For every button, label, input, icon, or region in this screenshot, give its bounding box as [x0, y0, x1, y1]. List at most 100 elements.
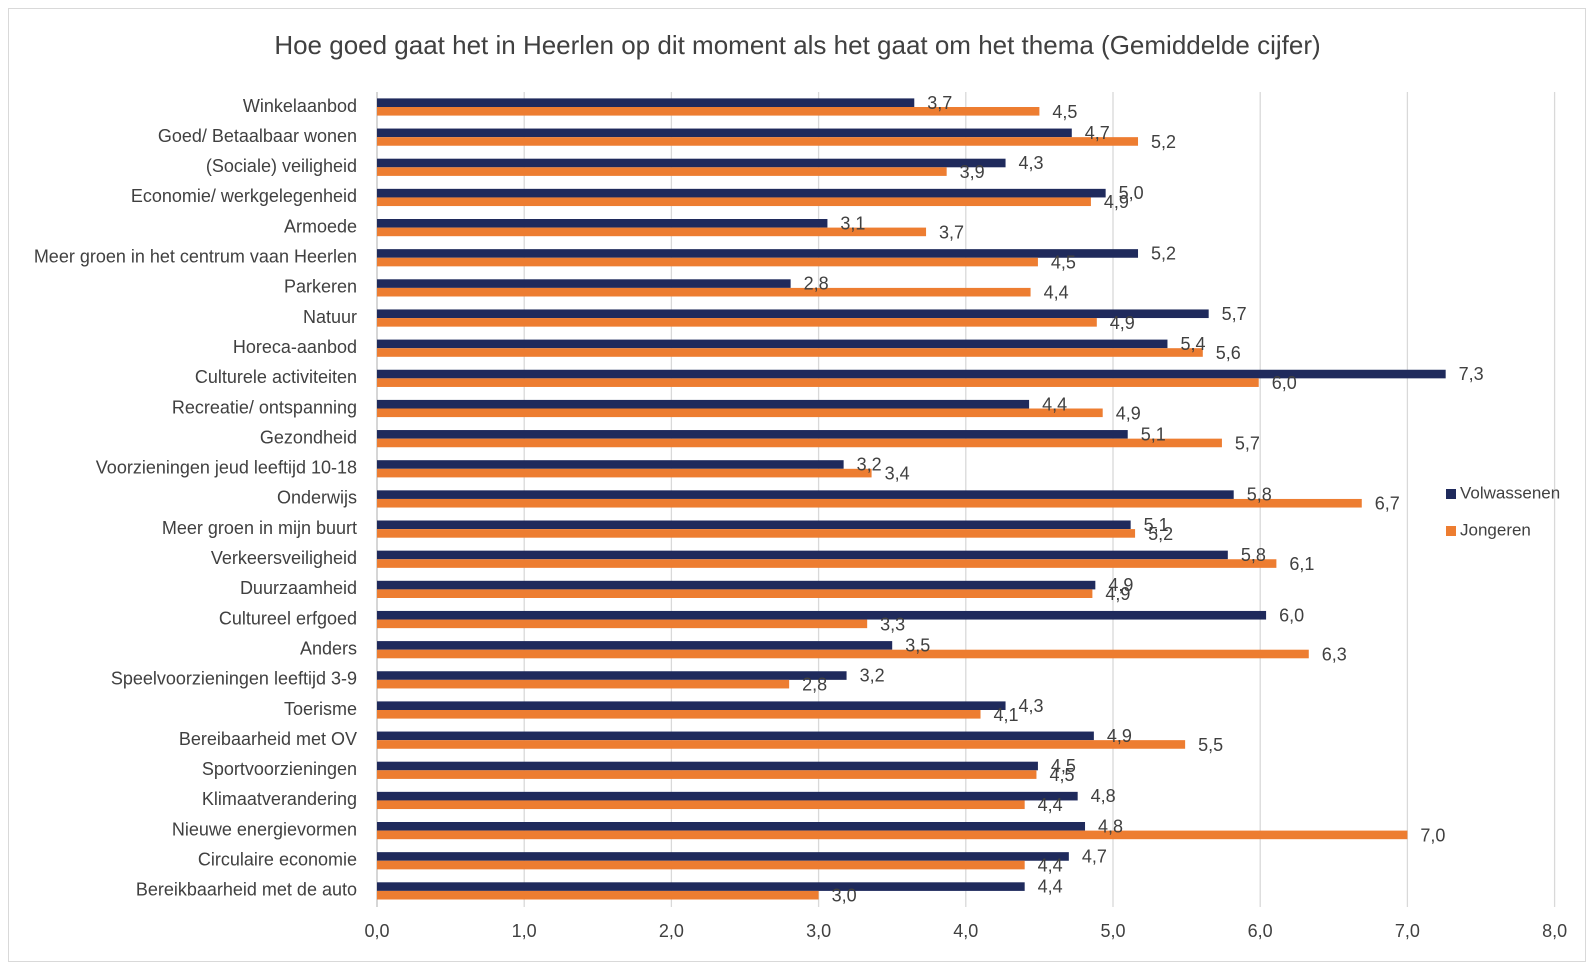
bar-jongeren — [377, 890, 819, 900]
bar-jongeren — [377, 197, 1091, 207]
bar-volwassenen — [377, 791, 1078, 801]
data-label-jongeren: 3,9 — [960, 162, 985, 182]
bar-jongeren — [377, 679, 790, 689]
data-label-jongeren: 4,4 — [1038, 856, 1063, 876]
data-label-jongeren: 6,0 — [1272, 373, 1297, 393]
bar-jongeren — [377, 649, 1309, 659]
data-label-volwassenen: 2,8 — [804, 274, 829, 294]
chart-title: Hoe goed gaat het in Heerlen op dit mome… — [274, 30, 1321, 60]
x-tick-label: 4,0 — [953, 921, 978, 941]
category-label: Horeca-aanbod — [233, 337, 357, 357]
bar-jongeren — [377, 107, 1040, 116]
data-label-volwassenen: 4,8 — [1091, 786, 1116, 806]
data-label-jongeren: 4,5 — [1051, 253, 1076, 273]
data-label-volwassenen: 5,7 — [1222, 304, 1247, 324]
data-label-jongeren: 4,4 — [1038, 795, 1063, 815]
bar-volwassenen — [377, 550, 1228, 560]
x-tick-label: 0,0 — [364, 921, 389, 941]
data-label-jongeren: 4,1 — [994, 705, 1019, 725]
category-label: Goed/ Betaalbaar wonen — [158, 126, 357, 146]
bar-volwassenen — [377, 882, 1025, 891]
bar-jongeren — [377, 167, 947, 176]
bar-jongeren — [377, 740, 1186, 749]
category-label: Meer groen in mijn buurt — [162, 518, 357, 538]
category-label: Bereibaarheid met OV — [179, 729, 357, 749]
data-label-volwassenen: 5,1 — [1144, 515, 1169, 535]
bar-volwassenen — [377, 249, 1139, 258]
bar-jongeren — [377, 348, 1203, 357]
data-label-volwassenen: 6,0 — [1279, 605, 1304, 625]
data-label-volwassenen: 3,5 — [905, 635, 930, 655]
data-label-volwassenen: 4,7 — [1085, 123, 1110, 143]
category-label: Duurzaamheid — [240, 578, 357, 598]
category-label: Sportvoorzieningen — [202, 759, 357, 779]
category-label: (Sociale) veiligheid — [206, 156, 357, 176]
bar-volwassenen — [377, 701, 1006, 710]
x-tick-label: 7,0 — [1395, 921, 1420, 941]
data-label-jongeren: 4,5 — [1049, 765, 1074, 785]
data-label-volwassenen: 5,4 — [1180, 334, 1205, 354]
data-label-jongeren: 6,1 — [1289, 554, 1314, 574]
data-label-jongeren: 5,5 — [1198, 735, 1223, 755]
data-label-jongeren: 4,9 — [1104, 192, 1129, 212]
bar-volwassenen — [377, 309, 1209, 319]
bar-volwassenen — [377, 219, 828, 228]
bar-jongeren — [377, 137, 1139, 146]
bar-jongeren — [377, 498, 1362, 508]
data-label-volwassenen: 4,4 — [1038, 877, 1063, 897]
category-label: Verkeersveiligheid — [211, 548, 357, 568]
bar-volwassenen — [377, 460, 844, 469]
bar-volwassenen — [377, 641, 893, 650]
data-label-volwassenen: 5,8 — [1241, 545, 1266, 565]
bar-volwassenen — [377, 822, 1086, 831]
data-label-volwassenen: 4,5 — [1051, 756, 1076, 776]
bar-jongeren — [377, 559, 1277, 568]
category-label: Cultureel erfgoed — [219, 608, 357, 628]
bar-volwassenen — [377, 369, 1446, 379]
data-label-jongeren: 3,4 — [885, 464, 910, 484]
bar-volwassenen — [377, 761, 1038, 771]
data-label-jongeren: 5,2 — [1151, 132, 1176, 152]
bar-volwassenen — [377, 158, 1006, 168]
data-label-jongeren: 4,4 — [1044, 283, 1069, 303]
category-label: Winkelaanbod — [243, 96, 357, 116]
bar-jongeren — [377, 800, 1025, 810]
bar-jongeren — [377, 257, 1038, 267]
data-label-jongeren: 5,2 — [1148, 524, 1173, 544]
data-label-volwassenen: 4,8 — [1098, 816, 1123, 836]
data-label-volwassenen: 4,3 — [1019, 696, 1044, 716]
category-label: Klimaatverandering — [202, 789, 357, 809]
bar-volwassenen — [377, 339, 1168, 349]
category-label: Gezondheid — [260, 427, 357, 447]
category-label: Speelvoorzieningen leeftijd 3-9 — [111, 669, 357, 689]
data-label-volwassenen: 4,9 — [1107, 726, 1132, 746]
x-tick-label: 1,0 — [512, 921, 537, 941]
data-label-volwassenen: 7,3 — [1459, 364, 1484, 384]
bar-jongeren — [377, 378, 1259, 387]
data-label-jongeren: 4,5 — [1052, 102, 1077, 122]
data-label-jongeren: 5,6 — [1216, 343, 1241, 363]
x-tick-label: 5,0 — [1100, 921, 1125, 941]
x-tick-label: 3,0 — [806, 921, 831, 941]
data-label-jongeren: 6,7 — [1375, 494, 1400, 514]
bar-volwassenen — [377, 490, 1234, 499]
data-label-jongeren: 4,9 — [1110, 313, 1135, 333]
bar-volwassenen — [377, 430, 1128, 439]
legend-label: Jongeren — [1460, 520, 1531, 539]
category-label: Natuur — [303, 307, 357, 327]
x-tick-label: 6,0 — [1248, 921, 1273, 941]
data-label-volwassenen: 4,9 — [1108, 575, 1133, 595]
data-label-jongeren: 3,0 — [832, 886, 857, 906]
data-label-jongeren: 7,0 — [1420, 825, 1445, 845]
bar-jongeren — [377, 589, 1093, 598]
data-label-volwassenen: 3,2 — [860, 666, 885, 686]
data-label-volwassenen: 3,7 — [927, 93, 952, 113]
category-label: Armoede — [284, 216, 357, 236]
legend-swatch — [1446, 489, 1456, 499]
data-label-volwassenen: 3,1 — [840, 213, 865, 233]
category-label: Voorzieningen jeud leeftijd 10-18 — [96, 458, 357, 478]
bar-volwassenen — [377, 731, 1094, 741]
data-label-volwassenen: 5,8 — [1247, 485, 1272, 505]
bar-volwassenen — [377, 671, 847, 680]
